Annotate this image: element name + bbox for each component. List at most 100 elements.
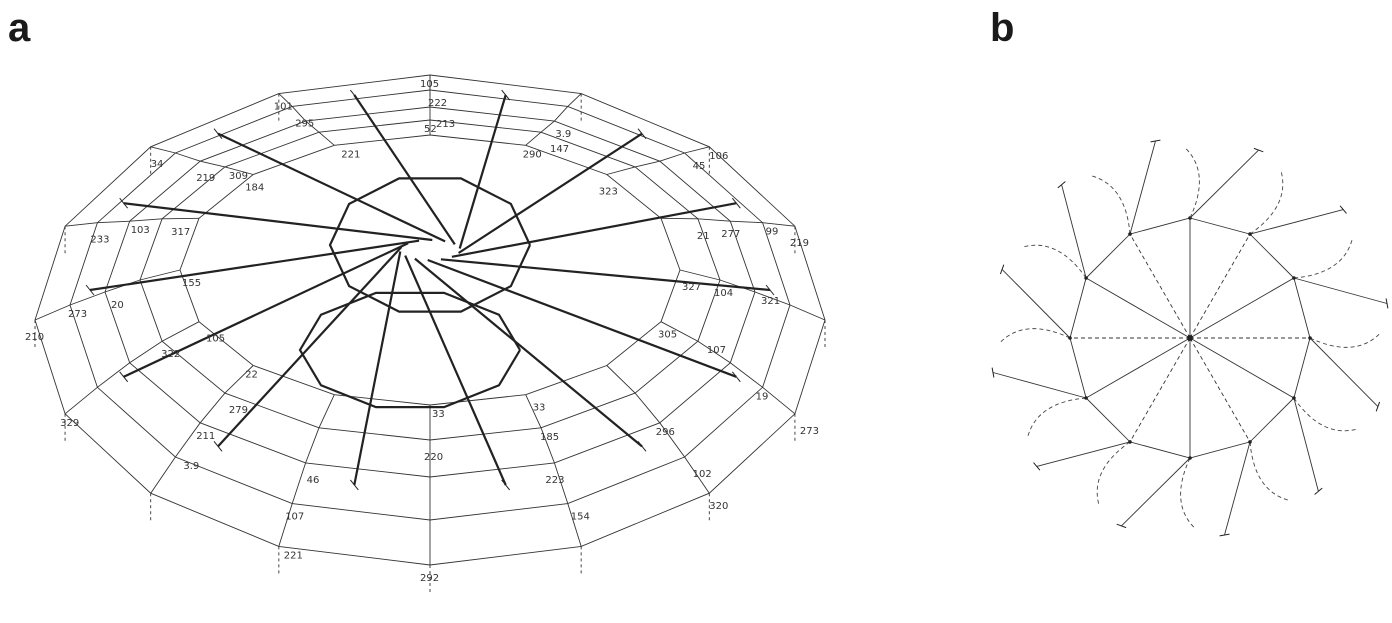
radial-frame-14 <box>150 146 254 175</box>
inner-node-7 <box>1128 440 1132 444</box>
annotation-14: 323 <box>599 187 618 198</box>
annotation-9: 221 <box>341 149 360 160</box>
hub-line-10 <box>1085 277 1191 339</box>
annotation-48: 52 <box>424 124 437 135</box>
spoke-9 <box>217 132 446 243</box>
dashed-curve-4 <box>1249 441 1290 501</box>
spoke-end-1 <box>731 371 741 383</box>
annotation-40: 292 <box>420 573 439 584</box>
radial-frame-13 <box>65 217 200 227</box>
annotation-21: 99 <box>766 227 779 238</box>
spoke-end-2 <box>637 441 647 452</box>
annotation-2: 219 <box>196 173 215 184</box>
hub-line-1 <box>1189 233 1251 339</box>
annotation-3: 107 <box>707 345 726 356</box>
spoke-end-6 <box>119 371 129 383</box>
annotation-32: 213 <box>436 119 455 130</box>
panel-a-label: a <box>8 6 31 50</box>
annotation-42: 296 <box>656 427 675 438</box>
spoke-end-bar-7 <box>1033 462 1041 471</box>
annotation-38: 279 <box>229 405 248 416</box>
annotation-33: 185 <box>540 432 559 443</box>
annotation-22: 211 <box>196 431 215 442</box>
outer-spoke-5 <box>1224 441 1251 536</box>
spoke-end-bar-3 <box>1375 401 1381 412</box>
annotation-28: 104 <box>714 288 733 299</box>
annotation-47: 46 <box>307 475 320 486</box>
panel-a-structural-drawing: 105 154 219 107 155 219 3.9 3.9 220 221 320 233 321 3… <box>25 74 826 595</box>
radial-frame-4 <box>679 269 826 321</box>
inner-node-5 <box>1248 440 1252 444</box>
annotation-46: 45 <box>693 161 706 172</box>
annotation-31: 107 <box>285 512 304 523</box>
spoke-6 <box>123 242 409 378</box>
annotation-37: 277 <box>721 229 740 240</box>
spoke-end-3 <box>501 479 511 491</box>
outer-spoke-2 <box>1293 277 1388 304</box>
annotation-16: 222 <box>428 98 447 109</box>
spoke-end-0 <box>765 284 775 296</box>
outer-spoke-11 <box>1129 140 1156 235</box>
radial-frame-3 <box>660 217 795 227</box>
inner-node-2 <box>1292 276 1296 280</box>
outer-spoke-7 <box>1036 441 1131 467</box>
outer-spoke-4 <box>1293 397 1319 492</box>
spoke-end-11 <box>501 89 511 101</box>
annotation-12: 321 <box>761 296 780 307</box>
spoke-5 <box>217 246 403 448</box>
inner-node-9 <box>1068 336 1072 340</box>
inner-node-3 <box>1308 336 1312 340</box>
inner-node-1 <box>1248 232 1252 236</box>
annotation-15: 221 <box>284 550 303 561</box>
annotation-26: 102 <box>693 469 712 480</box>
spoke-end-7 <box>85 284 95 296</box>
radial-frame-2 <box>606 146 710 175</box>
annotation-41: 295 <box>295 118 314 129</box>
dashed-curve-5 <box>1180 457 1195 529</box>
spoke-end-13 <box>731 197 741 209</box>
spoke-end-4 <box>349 479 359 491</box>
radial-frame-11 <box>64 321 200 415</box>
annotation-53: 21 <box>697 231 710 242</box>
annotation-24: 33 <box>432 409 445 420</box>
dashed-curve-0 <box>1249 171 1284 235</box>
spoke-end-bar-4 <box>1314 487 1323 495</box>
outer-spoke-1 <box>1249 209 1344 235</box>
annotation-43: 317 <box>171 227 190 238</box>
spoke-end-bar-10 <box>1057 181 1066 189</box>
spoke-7 <box>89 239 420 292</box>
spoke-end-10 <box>349 89 359 101</box>
spoke-4 <box>353 251 402 486</box>
annotation-30: 106 <box>709 151 728 162</box>
annotation-50: 34 <box>151 159 164 170</box>
annotation-39: 290 <box>523 149 542 160</box>
annotation-0: 105 <box>420 79 439 90</box>
spoke-1 <box>427 258 737 378</box>
spoke-8 <box>123 202 433 242</box>
spoke-12 <box>457 132 643 254</box>
annotation-4: 155 <box>182 278 201 289</box>
dashed-curve-7 <box>1027 397 1087 438</box>
outer-spoke-3 <box>1309 337 1379 407</box>
hub-line-11 <box>1129 233 1191 339</box>
annotation-35: 273 <box>800 426 819 437</box>
spoke-2 <box>414 257 643 448</box>
annotation-7: 3.9 <box>555 129 571 140</box>
radial-frame-15 <box>278 93 335 146</box>
radial-frame-9 <box>278 394 335 547</box>
dashed-curve-6 <box>1096 441 1131 505</box>
radial-frame-6 <box>606 365 710 494</box>
spoke-end-5 <box>213 441 223 452</box>
dashed-curve-1 <box>1293 238 1353 279</box>
outer-spoke-0 <box>1189 149 1259 219</box>
spoke-end-bar-2 <box>1385 298 1389 309</box>
panel-b-label: b <box>990 6 1015 50</box>
spoke-end-12 <box>637 128 647 139</box>
hub-line-5 <box>1189 337 1251 443</box>
annotation-45: 329 <box>60 418 79 429</box>
annotation-34: 184 <box>245 183 264 194</box>
spoke-11 <box>458 94 507 249</box>
spoke-13 <box>451 202 737 258</box>
radial-frame-12 <box>34 269 181 321</box>
annotation-6: 3.9 <box>183 461 199 472</box>
